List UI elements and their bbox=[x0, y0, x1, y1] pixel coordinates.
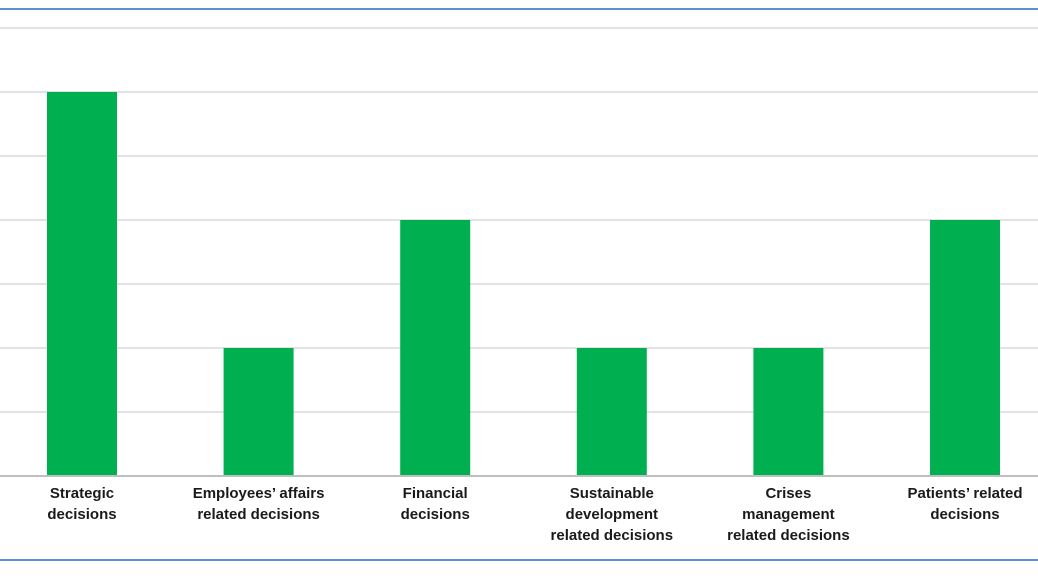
bar bbox=[47, 92, 117, 476]
gridlines bbox=[0, 27, 1038, 413]
x-tick-label: Crises management related decisions bbox=[727, 485, 850, 544]
bar bbox=[930, 220, 1000, 476]
x-tick-label: Financial decisions bbox=[401, 485, 470, 523]
x-tick-label-line: development bbox=[566, 506, 659, 523]
x-tick-label: Strategic decisions bbox=[47, 485, 116, 523]
x-tick-label-line: related decisions bbox=[727, 527, 850, 544]
x-tick-label: Sustainable development related decisions bbox=[551, 485, 674, 544]
bar bbox=[576, 348, 647, 476]
bar bbox=[223, 348, 294, 476]
x-tick-label-line: management bbox=[742, 506, 835, 523]
x-tick-label-line: Sustainable bbox=[570, 485, 654, 502]
x-tick-label-line: Employees’ affairs bbox=[193, 485, 325, 502]
x-tick-label-line: Financial bbox=[403, 485, 468, 502]
x-tick-label: Employees’ affairs related decisions bbox=[193, 485, 325, 523]
x-tick-label-line: Patients’ related bbox=[907, 485, 1022, 502]
x-tick-label-line: Strategic bbox=[50, 485, 114, 502]
x-tick-label-line: decisions bbox=[47, 506, 116, 523]
x-axis-labels: Strategic decisions Employees’ affairs rela… bbox=[47, 485, 1022, 544]
x-tick-label-line: related decisions bbox=[197, 506, 320, 523]
x-tick-label: Patients’ related decisions bbox=[907, 485, 1022, 523]
x-tick-label-line: related decisions bbox=[551, 527, 674, 544]
x-tick-label-line: Crises bbox=[765, 485, 811, 502]
x-tick-label-line: decisions bbox=[930, 506, 999, 523]
bars bbox=[47, 92, 1000, 476]
x-tick-label-line: decisions bbox=[401, 506, 470, 523]
bar bbox=[400, 220, 471, 476]
bar bbox=[753, 348, 824, 476]
